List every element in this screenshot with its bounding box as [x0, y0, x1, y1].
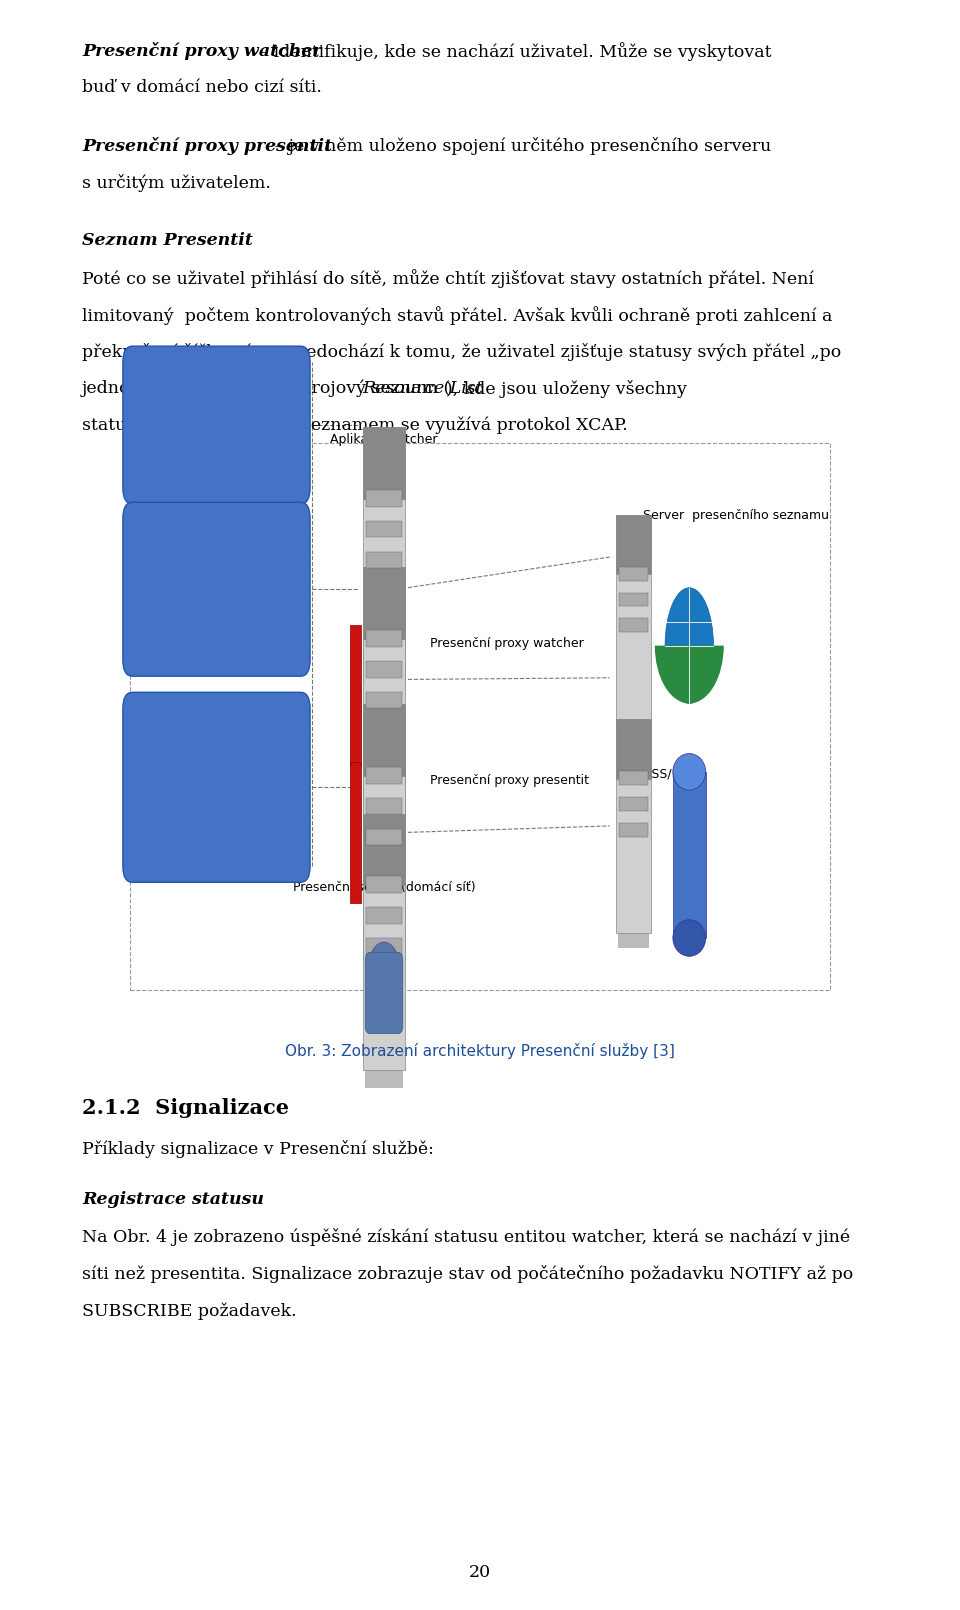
Text: Obr. 3: Zobrazení architektury Presenční služby [3]: Obr. 3: Zobrazení architektury Presenční… — [285, 1043, 675, 1059]
Circle shape — [369, 942, 399, 995]
FancyBboxPatch shape — [367, 876, 401, 894]
FancyBboxPatch shape — [123, 692, 310, 882]
Text: Presenční proxy watcher: Presenční proxy watcher — [430, 638, 584, 650]
FancyBboxPatch shape — [367, 939, 401, 955]
FancyBboxPatch shape — [367, 630, 401, 647]
FancyBboxPatch shape — [363, 567, 405, 639]
FancyBboxPatch shape — [618, 728, 649, 744]
Text: Presenční síťový
agent (Presenční
informace
poskytované sítí): Presenční síťový agent (Presenční inform… — [159, 758, 274, 816]
FancyBboxPatch shape — [365, 953, 403, 1034]
Text: Na Obr. 4 je zobrazeno úspěšné získání statusu entitou watcher, která se nachází: Na Obr. 4 je zobrazeno úspěšné získání s… — [82, 1228, 851, 1246]
Text: statusy. Při práci s tímto seznamem se využívá protokol XCAP.: statusy. Při práci s tímto seznamem se v… — [82, 417, 628, 435]
FancyBboxPatch shape — [619, 771, 648, 786]
FancyBboxPatch shape — [363, 427, 405, 499]
FancyBboxPatch shape — [619, 592, 648, 607]
Text: ), kde jsou uloženy všechny: ), kde jsou uloženy všechny — [446, 380, 687, 398]
Text: Registrace statusu: Registrace statusu — [82, 1191, 264, 1209]
Text: PUA (Presenční
informace
poskytované
uživatelem): PUA (Presenční informace poskytované uži… — [166, 560, 267, 618]
Text: Příklady signalizace v Presenční službě:: Příklady signalizace v Presenční službě: — [82, 1140, 434, 1158]
Ellipse shape — [665, 588, 713, 704]
Ellipse shape — [673, 753, 706, 791]
Text: 20: 20 — [468, 1563, 492, 1581]
Text: Resource List: Resource List — [362, 380, 483, 398]
FancyBboxPatch shape — [366, 1071, 402, 1088]
FancyBboxPatch shape — [123, 346, 310, 504]
Text: překročení šířky pásma nedochází k tomu, že uživatel zjišťuje statusy svých přát: překročení šířky pásma nedochází k tomu,… — [82, 343, 841, 361]
Text: jednom“. K tomu slouží zdrojový seznam (: jednom“. K tomu slouží zdrojový seznam ( — [82, 380, 451, 398]
Wedge shape — [655, 646, 724, 704]
Text: – identifikuje, kde se nachází uživatel. Může se vyskytovat: – identifikuje, kde se nachází uživatel.… — [254, 42, 772, 61]
Text: Poté co se uživatel přihlásí do sítě, může chtít zjišťovat stavy ostatních přáte: Poté co se uživatel přihlásí do sítě, mů… — [82, 269, 814, 288]
FancyBboxPatch shape — [616, 720, 651, 932]
Text: Presenční server (domácí síť): Presenční server (domácí síť) — [293, 881, 475, 894]
Text: Externí presenční
agent (poskytuje
data mimo síť): Externí presenční agent (poskytuje data … — [158, 404, 275, 446]
Text: Seznam Presentit: Seznam Presentit — [82, 232, 252, 250]
Text: HSS/HLR: HSS/HLR — [643, 768, 698, 781]
FancyBboxPatch shape — [618, 932, 649, 948]
FancyBboxPatch shape — [363, 704, 405, 961]
Text: Presenční proxy watcher: Presenční proxy watcher — [82, 42, 322, 60]
FancyBboxPatch shape — [619, 567, 648, 581]
FancyBboxPatch shape — [366, 684, 402, 702]
FancyBboxPatch shape — [619, 797, 648, 811]
Text: 2.1.2  Signalizace: 2.1.2 Signalizace — [82, 1098, 289, 1117]
FancyBboxPatch shape — [619, 618, 648, 633]
Text: Aplikace watcher: Aplikace watcher — [330, 433, 438, 446]
FancyBboxPatch shape — [616, 515, 651, 575]
FancyBboxPatch shape — [367, 906, 401, 924]
Text: Presenční proxy presentit: Presenční proxy presentit — [82, 137, 332, 155]
Text: limitovaný  počtem kontrolovaných stavů přátel. Avšak kvůli ochraně proti zahlce: limitovaný počtem kontrolovaných stavů p… — [82, 306, 832, 325]
FancyBboxPatch shape — [130, 443, 830, 990]
FancyBboxPatch shape — [349, 625, 361, 766]
Text: Server  presenčního seznamu: Server presenčního seznamu — [643, 509, 829, 522]
FancyBboxPatch shape — [616, 720, 651, 779]
FancyBboxPatch shape — [366, 961, 402, 979]
Text: s určitým uživatelem.: s určitým uživatelem. — [82, 174, 271, 192]
FancyBboxPatch shape — [123, 502, 310, 676]
FancyBboxPatch shape — [367, 829, 401, 845]
FancyBboxPatch shape — [367, 692, 401, 708]
FancyBboxPatch shape — [616, 515, 651, 728]
Text: buď v domácí nebo cizí síti.: buď v domácí nebo cizí síti. — [82, 79, 322, 97]
Text: Presenční proxy presentit: Presenční proxy presentit — [430, 774, 589, 787]
Text: síti než presentita. Signalizace zobrazuje stav od počátečního požadavku NOTIFY : síti než presentita. Signalizace zobrazu… — [82, 1265, 853, 1283]
FancyBboxPatch shape — [366, 824, 402, 842]
FancyBboxPatch shape — [673, 771, 706, 939]
FancyBboxPatch shape — [367, 660, 401, 678]
FancyBboxPatch shape — [367, 489, 401, 507]
FancyBboxPatch shape — [363, 813, 405, 1071]
Ellipse shape — [673, 919, 706, 956]
FancyBboxPatch shape — [363, 813, 405, 886]
FancyBboxPatch shape — [619, 823, 648, 837]
FancyBboxPatch shape — [367, 797, 401, 815]
FancyBboxPatch shape — [363, 427, 405, 684]
Text: SUBSCRIBE požadavek.: SUBSCRIBE požadavek. — [82, 1302, 297, 1320]
FancyBboxPatch shape — [363, 567, 405, 824]
FancyBboxPatch shape — [367, 520, 401, 538]
FancyBboxPatch shape — [363, 704, 405, 776]
FancyBboxPatch shape — [367, 766, 401, 784]
FancyBboxPatch shape — [367, 552, 401, 568]
FancyBboxPatch shape — [349, 762, 361, 903]
Text: – je v něm uloženo spojení určitého presenčního serveru: – je v něm uloženo spojení určitého pres… — [269, 137, 772, 155]
